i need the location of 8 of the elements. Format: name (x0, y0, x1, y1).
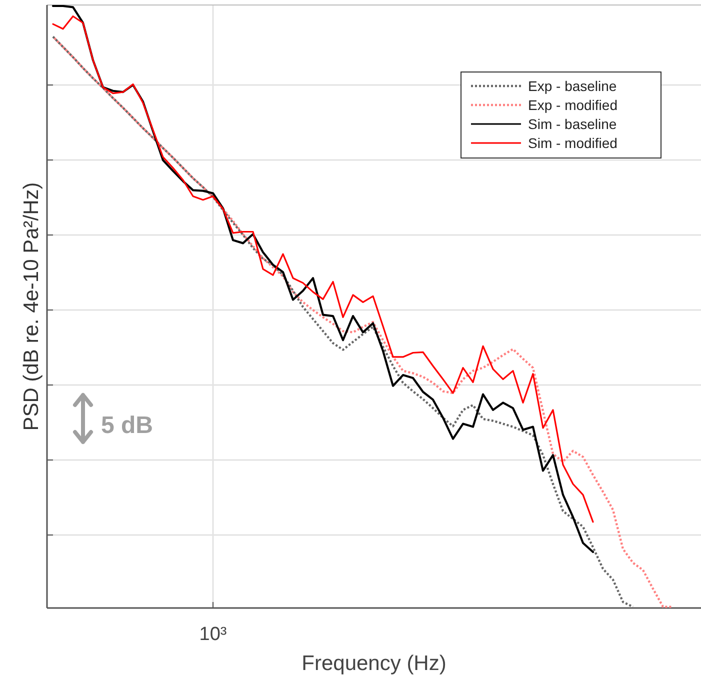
legend-label: Exp - baseline (528, 78, 617, 94)
text: 10³ (199, 624, 227, 645)
x-axis-title: Frequency (Hz) (302, 652, 446, 675)
legend-label: Sim - modified (528, 134, 618, 151)
annotation: 5 dB (101, 412, 154, 439)
legend-label: Exp - modified (528, 96, 618, 113)
y-axis-title: PSD (dB re. 4e-10 Pa²/Hz) (20, 182, 43, 431)
legend-label: Sim - baseline (528, 116, 617, 132)
